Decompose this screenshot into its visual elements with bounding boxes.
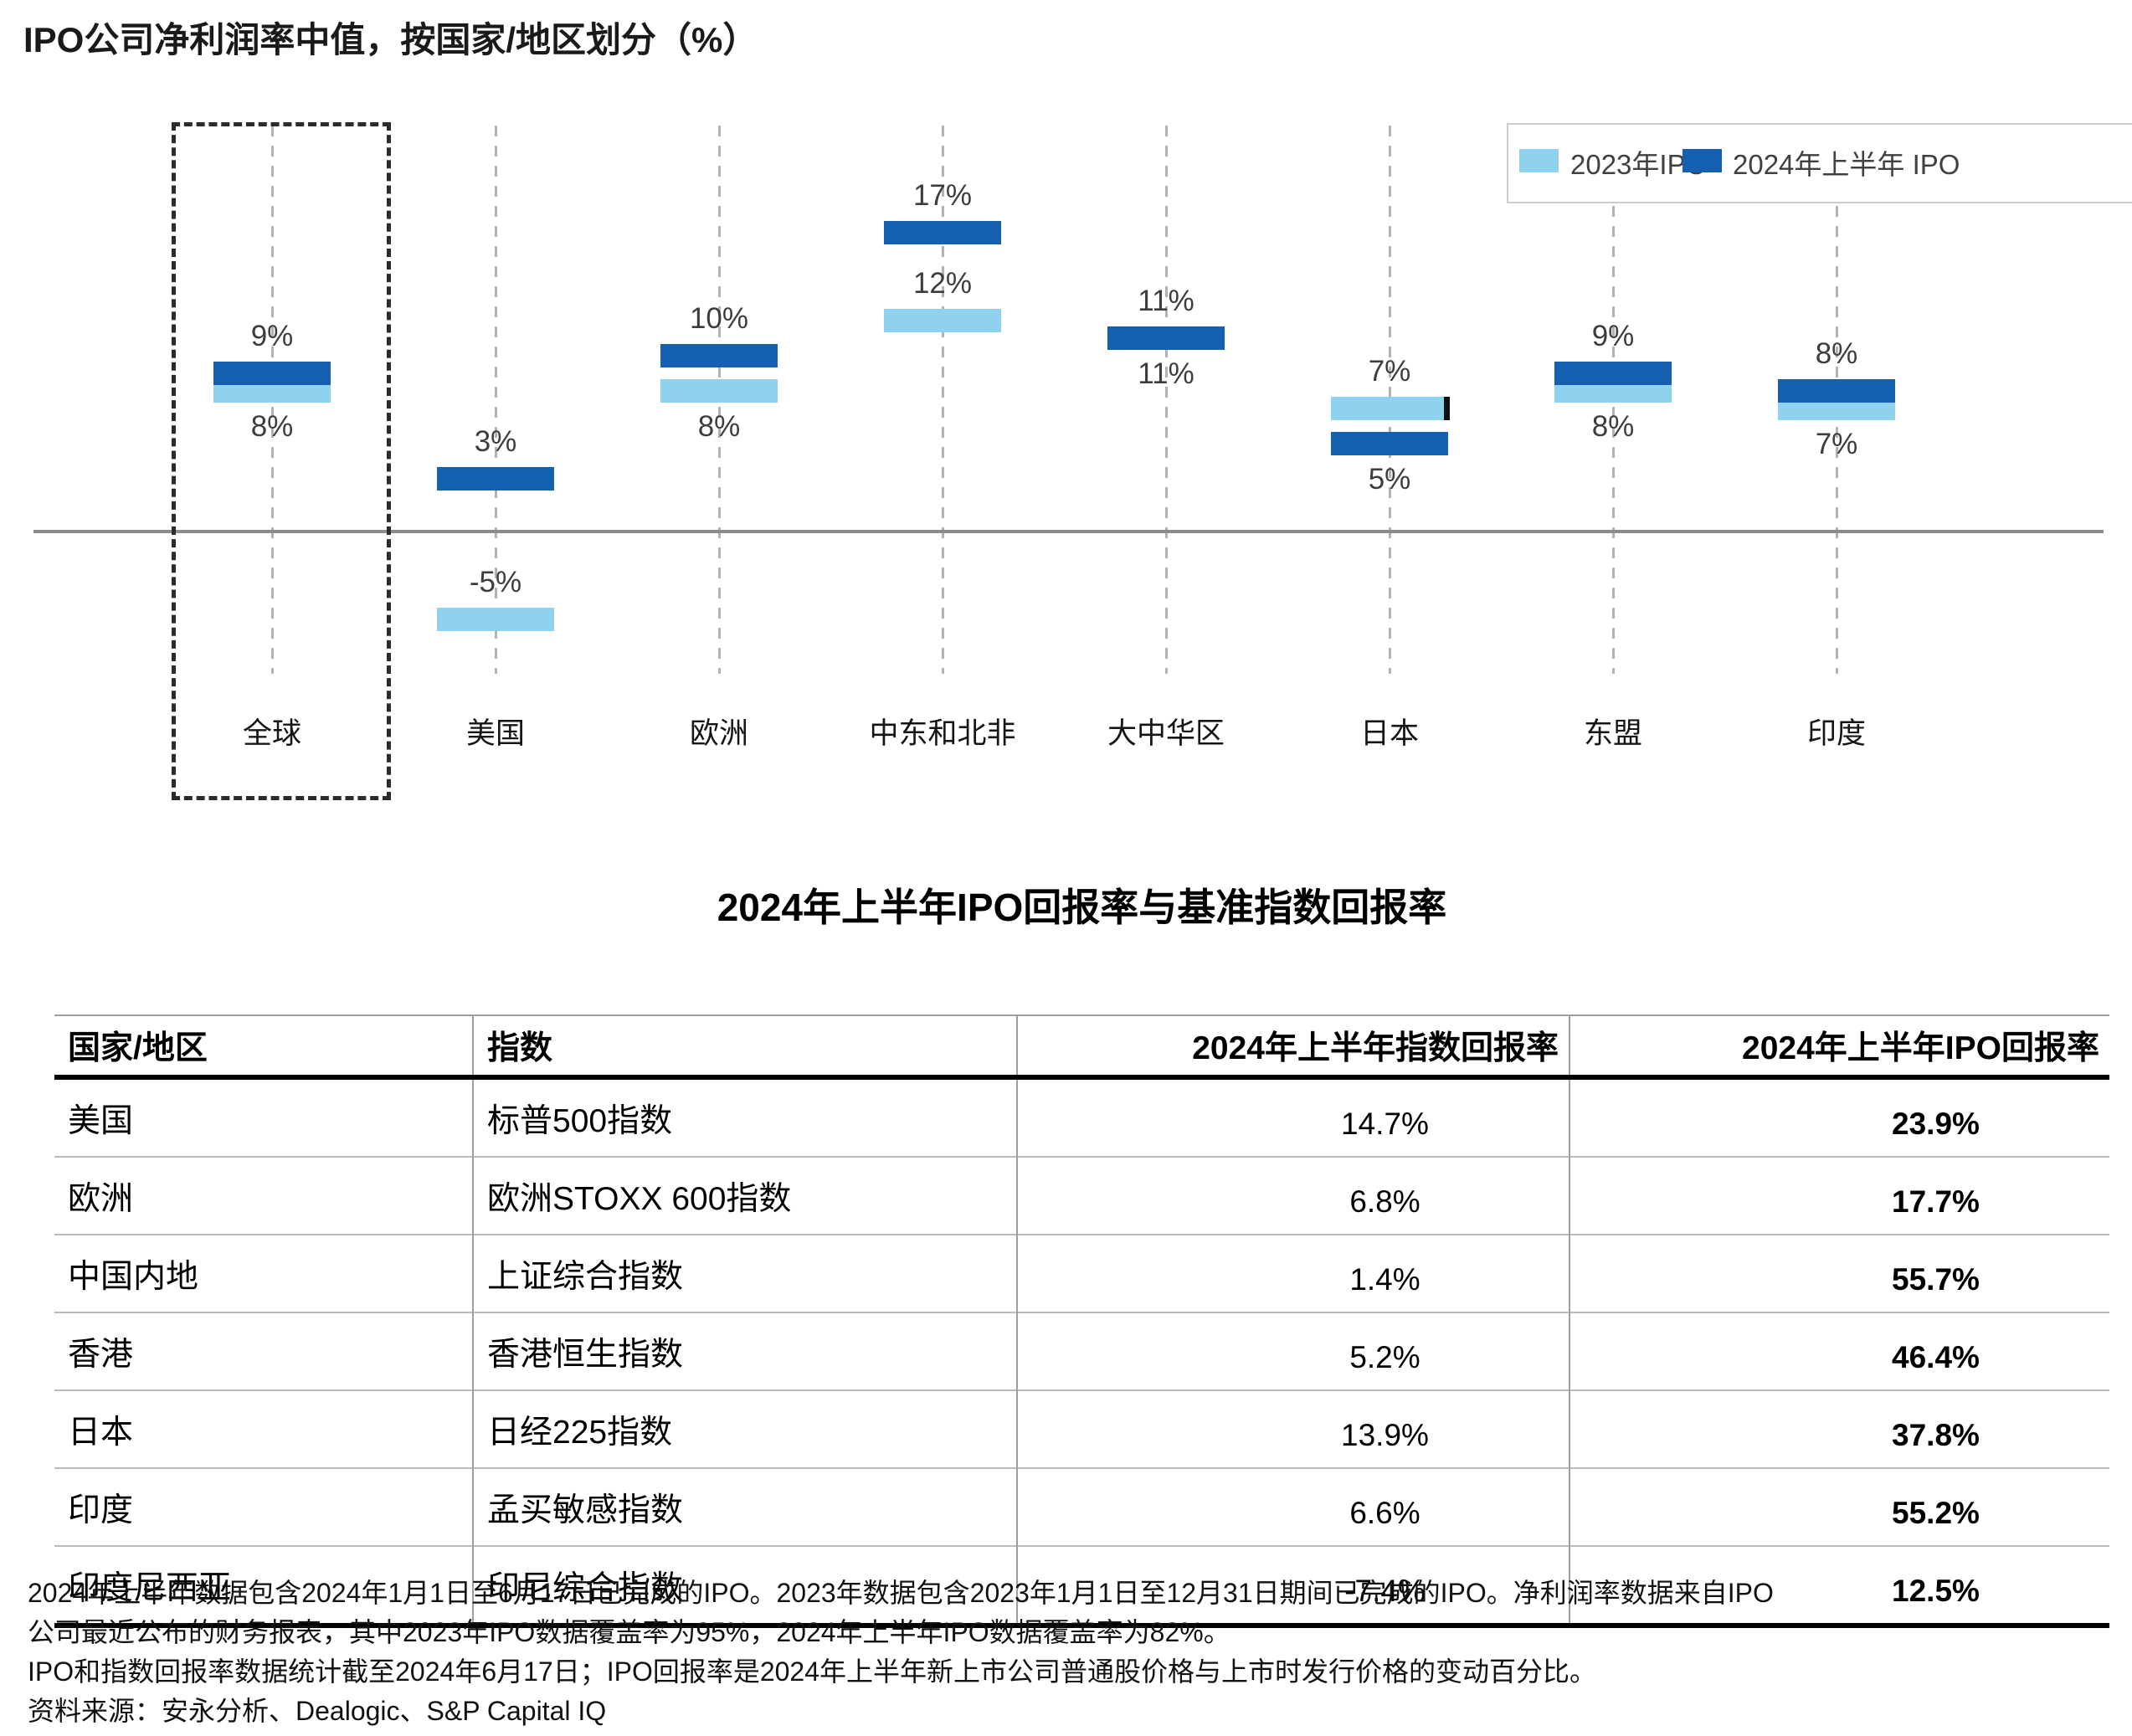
table-cell: 6.6% <box>1016 1467 1569 1546</box>
bar-value-label: 9% <box>1591 320 1635 352</box>
table-cell: 13.9% <box>1016 1389 1569 1468</box>
returns-table: 国家/地区 指数 2024年上半年指数回报率 2024年上半年IPO回报率 美国 标普5… <box>54 1014 2109 1628</box>
table-cell: 55.7% <box>1569 1234 2109 1312</box>
category-label: 东盟 <box>1583 717 1642 750</box>
table-cell: 6.8% <box>1016 1156 1569 1235</box>
category-label: 中东和北非 <box>869 717 1016 750</box>
bar-2024h1 <box>1554 362 1672 385</box>
table-header-row: 国家/地区 指数 2024年上半年指数回报率 2024年上半年IPO回报率 <box>54 1015 2109 1080</box>
table-cell: 37.8% <box>1569 1389 2109 1468</box>
table-cell: 印度尼西亚 <box>54 1545 473 1626</box>
category-label: 日本 <box>1359 717 1419 750</box>
footnotes: 2024年上半年数据包含2024年1月1日至6月17日已完成的IPO。2023年… <box>28 1574 1774 1731</box>
table-col-header: 2024年上半年指数回报率 <box>1016 1015 1569 1080</box>
bar-value-label: 8% <box>250 410 294 443</box>
bar-2024h1 <box>1107 326 1225 350</box>
table-cell: 46.4% <box>1569 1312 2109 1390</box>
table-col-header: 指数 <box>472 1015 1017 1080</box>
table-cell: 14.7% <box>1016 1076 1569 1157</box>
table-row: 印度 孟买敏感指数 6.6% 55.2% <box>54 1467 2109 1546</box>
table-cell: 美国 <box>54 1076 473 1157</box>
table-row: 美国 标普500指数 14.7% 23.9% <box>54 1076 2109 1157</box>
bar-2023 <box>437 608 554 631</box>
table-cell: 印尼综合指数 <box>472 1545 1017 1626</box>
table-body: 美国 标普500指数 14.7% 23.9% 欧洲 欧洲STOXX 600指数 6.8% 17… <box>54 1076 2109 1626</box>
table-cell: -7.4% <box>1016 1545 1569 1626</box>
bar-value-label: 7% <box>1368 355 1411 388</box>
bar-value-label: 8% <box>697 410 741 443</box>
global-highlight-dashed-box <box>172 122 391 800</box>
gridline <box>942 126 944 674</box>
category-label: 欧洲 <box>689 717 748 750</box>
bar-value-label: 10% <box>689 302 749 335</box>
bar-value-label: 17% <box>912 179 973 212</box>
table-row: 印度尼西亚 印尼综合指数 -7.4% 12.5% <box>54 1545 2109 1626</box>
table-cell: 上证综合指数 <box>472 1234 1017 1312</box>
bar-2024h1 <box>660 344 778 367</box>
bar-value-label: 3% <box>474 425 517 458</box>
black-tick-artifact <box>1444 397 1450 420</box>
bar-2024h1 <box>1778 379 1895 403</box>
bar-value-label: -5% <box>469 566 522 598</box>
bar-value-label: 11% <box>1138 285 1194 317</box>
table-row: 欧洲 欧洲STOXX 600指数 6.8% 17.7% <box>54 1156 2109 1235</box>
bar-2023 <box>884 309 1001 332</box>
bar-value-label: 9% <box>250 320 294 352</box>
bar-value-label: 7% <box>1815 428 1858 460</box>
bar-2024h1 <box>437 467 554 490</box>
table-title: 2024年上半年IPO回报率与基准指数回报率 <box>717 886 1447 929</box>
table-cell: 1.4% <box>1016 1234 1569 1312</box>
bar-2024h1 <box>213 362 331 385</box>
table-cell: 孟买敏感指数 <box>472 1467 1017 1546</box>
table-row: 中国内地 上证综合指数 1.4% 55.7% <box>54 1234 2109 1312</box>
legend-swatch-2023 <box>1519 149 1559 172</box>
table-cell: 55.2% <box>1569 1467 2109 1546</box>
table-cell: 标普500指数 <box>472 1076 1017 1157</box>
bar-2023 <box>660 379 778 403</box>
category-label: 大中华区 <box>1107 717 1225 750</box>
zero-axis-line <box>33 530 2104 533</box>
table-row: 香港 香港恒生指数 5.2% 46.4% <box>54 1312 2109 1390</box>
legend-swatch-2024 <box>1682 149 1722 172</box>
table-col-header: 国家/地区 <box>54 1015 473 1080</box>
footnote-line-2: 公司最近公布的财务报表，其中2023年IPO数据覆盖率为95%，2024年上半年… <box>28 1617 1230 1647</box>
footnote-line-1: 2024年上半年数据包含2024年1月1日至6月17日已完成的IPO。2023年… <box>28 1578 1774 1608</box>
chart-title: IPO公司净利润率中值，按国家/地区划分（%） <box>23 20 758 59</box>
table-cell: 5.2% <box>1016 1312 1569 1390</box>
gridline <box>1165 126 1168 674</box>
category-label: 全球 <box>242 717 301 750</box>
legend <box>1507 123 2132 203</box>
table-cell: 中国内地 <box>54 1234 473 1312</box>
table-cell: 印度 <box>54 1467 473 1546</box>
table-row: 日本 日经225指数 13.9% 37.8% <box>54 1389 2109 1468</box>
category-label: 印度 <box>1806 717 1866 750</box>
table-cell: 香港恒生指数 <box>472 1312 1017 1390</box>
legend-label-2024: 2024年上半年 IPO <box>1733 149 1960 180</box>
table-cell: 17.7% <box>1569 1156 2109 1235</box>
bar-value-label: 8% <box>1815 337 1858 370</box>
category-label: 美国 <box>465 717 525 750</box>
bar-value-label: 5% <box>1368 463 1411 496</box>
bar-value-label: 8% <box>1591 410 1635 443</box>
bar-2024h1 <box>1331 432 1448 455</box>
table-cell: 欧洲 <box>54 1156 473 1235</box>
gridline <box>495 126 497 674</box>
table-cell: 香港 <box>54 1312 473 1390</box>
table-cell: 12.5% <box>1569 1545 2109 1626</box>
bar-value-label: 11% <box>1138 357 1194 390</box>
table-cell: 23.9% <box>1569 1076 2109 1157</box>
chart-plot: 2023年IPO 2024年上半年 IPO 全球 美国 欧洲 中东和北非 大中华区 日本东… <box>0 0 2132 837</box>
table-cell: 欧洲STOXX 600指数 <box>472 1156 1017 1235</box>
table-cell: 日本 <box>54 1389 473 1468</box>
footnote-line-3: IPO和指数回报率数据统计截至2024年6月17日；IPO回报率是2024年上半… <box>28 1656 1597 1687</box>
bar-2024h1 <box>884 221 1001 244</box>
bar-value-label: 12% <box>912 267 973 300</box>
source-line: 资料来源：安永分析、Dealogic、S&P Capital IQ <box>28 1696 607 1726</box>
bar-2023 <box>1331 397 1448 420</box>
table-cell: 日经225指数 <box>472 1389 1017 1468</box>
table-col-header: 2024年上半年IPO回报率 <box>1569 1015 2109 1080</box>
